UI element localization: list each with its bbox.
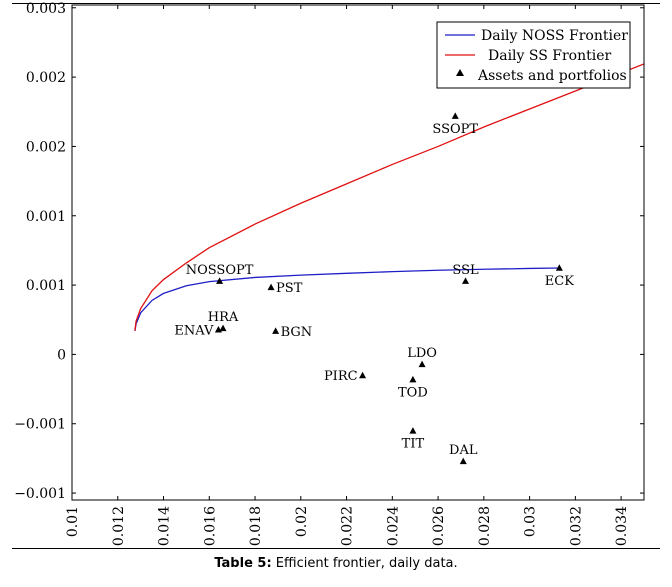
noss-frontier-line: [134, 267, 560, 331]
asset-marker: [359, 371, 367, 379]
y-tick-label: 0.002: [26, 139, 66, 155]
asset-marker: [272, 327, 280, 334]
figure-caption: Table 5: Efficient frontier, daily data.: [0, 556, 672, 571]
x-tick-label: 0.012: [111, 506, 127, 546]
x-tick-label: 0.026: [431, 506, 447, 546]
y-tick-label: 0.003: [26, 1, 66, 17]
asset-marker: [459, 457, 467, 465]
y-tick-label: 0: [57, 347, 66, 363]
asset-marker: [451, 112, 459, 119]
asset-label: SSL: [452, 263, 479, 278]
asset-label: ECK: [545, 274, 574, 289]
asset-marker: [267, 283, 275, 291]
y-tick-label: −0.001: [14, 486, 66, 502]
caption-label: Table 5:: [214, 556, 272, 571]
caption-text: Efficient frontier, daily data.: [271, 556, 458, 571]
asset-label: SSOPT: [432, 122, 478, 137]
x-tick-label: 0.016: [202, 506, 218, 546]
x-tick-label: 0.01: [65, 506, 81, 537]
y-tick-label: −0.001: [14, 417, 66, 433]
legend-label-ss: Daily SS Frontier: [488, 48, 612, 64]
bottom-rule: [12, 548, 660, 549]
asset-marker: [462, 277, 470, 284]
y-tick-label: 0.001: [26, 209, 66, 225]
asset-marker: [214, 325, 222, 333]
asset-label: LDO: [407, 346, 437, 361]
legend-swatch-assets: [456, 69, 464, 76]
asset-marker: [418, 360, 426, 368]
x-tick-label: 0.024: [385, 506, 401, 546]
x-tick-label: 0.034: [614, 506, 630, 546]
top-rule: [12, 3, 660, 4]
asset-label: PST: [276, 281, 303, 296]
asset-label: PIRC: [324, 369, 358, 384]
asset-marker: [409, 427, 417, 434]
legend-label-assets: Assets and portfolios: [477, 68, 627, 84]
x-tick-label: 0.018: [248, 506, 264, 546]
plot-frame: [71, 4, 645, 501]
legend: Daily NOSS Frontier Daily SS Frontier As…: [436, 21, 631, 89]
x-tick-label: 0.022: [340, 506, 356, 546]
asset-label: TOD: [398, 385, 428, 400]
asset-label: HRA: [208, 310, 239, 325]
x-tick-label: 0.032: [568, 506, 584, 546]
asset-marker: [216, 277, 224, 284]
x-tick-label: 0.03: [523, 506, 539, 537]
y-tick-label: 0.002: [26, 70, 66, 86]
x-tick-label: 0.02: [294, 506, 310, 537]
x-tick-label: 0.028: [477, 506, 493, 546]
asset-label: DAL: [449, 443, 478, 458]
legend-label-noss: Daily NOSS Frontier: [481, 28, 628, 44]
asset-marker: [219, 324, 227, 332]
asset-label: ENAV: [174, 323, 214, 338]
asset-marker: [555, 264, 563, 271]
ss-frontier-line: [134, 63, 644, 331]
asset-label: BGN: [281, 325, 313, 340]
y-tick-label: 0.001: [26, 278, 66, 294]
asset-marker: [409, 375, 417, 383]
asset-label: TIT: [402, 437, 425, 452]
x-tick-label: 0.014: [157, 506, 173, 546]
asset-label: NOSSOPT: [186, 263, 254, 278]
